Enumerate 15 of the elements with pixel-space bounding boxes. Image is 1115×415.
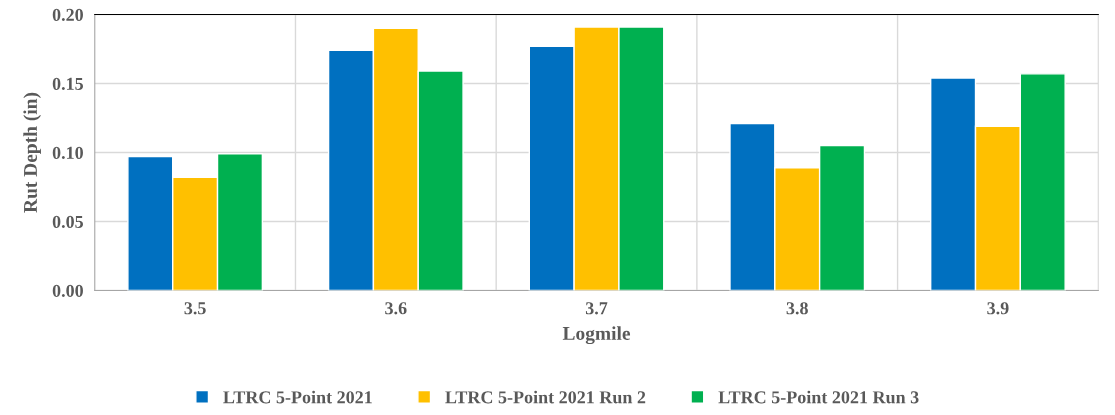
y-axis-title: Rut Depth (in) <box>23 92 41 213</box>
x-tick-label: 3.6 <box>385 302 407 315</box>
x-tick-label: 3.8 <box>786 302 808 315</box>
y-tick-label: 0.20 <box>52 8 83 22</box>
legend-label: LTRC 5-Point 2021 Run 2 <box>445 390 646 404</box>
y-tick-label: 0.00 <box>52 284 83 298</box>
y-tick-label: 0.10 <box>52 146 83 160</box>
y-tick-label: 0.05 <box>52 215 83 229</box>
x-axis-title: Logmile <box>562 326 631 345</box>
x-tick-label: 3.7 <box>585 302 608 315</box>
legend-label: LTRC 5-Point 2021 Run 3 <box>718 390 919 404</box>
legend-label: LTRC 5-Point 2021 <box>223 390 372 404</box>
y-tick-label: 0.15 <box>52 77 83 91</box>
x-tick-label: 3.5 <box>184 302 206 315</box>
x-tick-label: 3.9 <box>987 302 1009 315</box>
